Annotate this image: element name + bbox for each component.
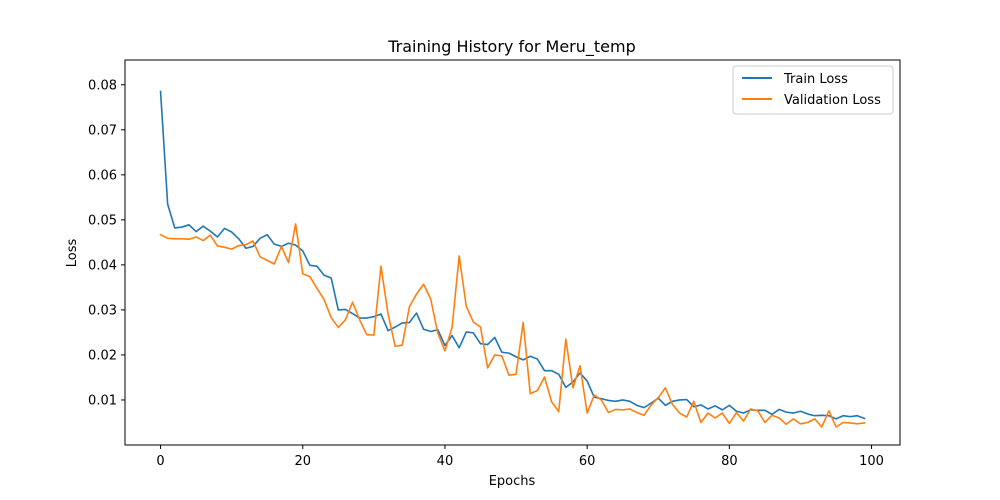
y-tick-label: 0.07 bbox=[88, 123, 117, 138]
plot-frame bbox=[124, 59, 901, 446]
x-tick-label: 0 bbox=[156, 454, 164, 469]
series-line-validation-loss bbox=[159, 223, 866, 428]
y-axis: 0.01 0.02 0.03 0.04 0.05 0.06 0.07 0.08 bbox=[88, 78, 125, 408]
x-tick-label: 80 bbox=[721, 454, 738, 469]
x-tick-label: 20 bbox=[294, 454, 311, 469]
y-tick-label: 0.03 bbox=[88, 303, 117, 318]
x-tick-label: 100 bbox=[859, 454, 884, 469]
series-line-train-loss bbox=[159, 90, 866, 420]
y-tick-label: 0.02 bbox=[88, 348, 117, 363]
x-axis-label: Epochs bbox=[489, 474, 536, 489]
plot-area bbox=[124, 59, 901, 446]
y-tick-label: 0.01 bbox=[88, 393, 117, 408]
y-axis-label: Loss bbox=[65, 239, 80, 268]
y-tick-label: 0.08 bbox=[88, 78, 117, 93]
x-tick-label: 40 bbox=[437, 454, 454, 469]
chart-title: Training History for Meru_temp bbox=[387, 37, 636, 57]
series-lines bbox=[159, 90, 866, 428]
legend-box bbox=[732, 65, 894, 115]
y-tick-label: 0.04 bbox=[88, 258, 117, 273]
legend: Train Loss Validation Loss bbox=[732, 65, 894, 115]
x-axis: 0 20 40 60 80 100 bbox=[156, 445, 884, 469]
legend-label-validation-loss: Validation Loss bbox=[784, 93, 881, 108]
y-tick-label: 0.05 bbox=[88, 213, 117, 228]
legend-label-train-loss: Train Loss bbox=[783, 72, 848, 87]
x-tick-label: 60 bbox=[579, 454, 596, 469]
y-tick-label: 0.06 bbox=[88, 168, 117, 183]
